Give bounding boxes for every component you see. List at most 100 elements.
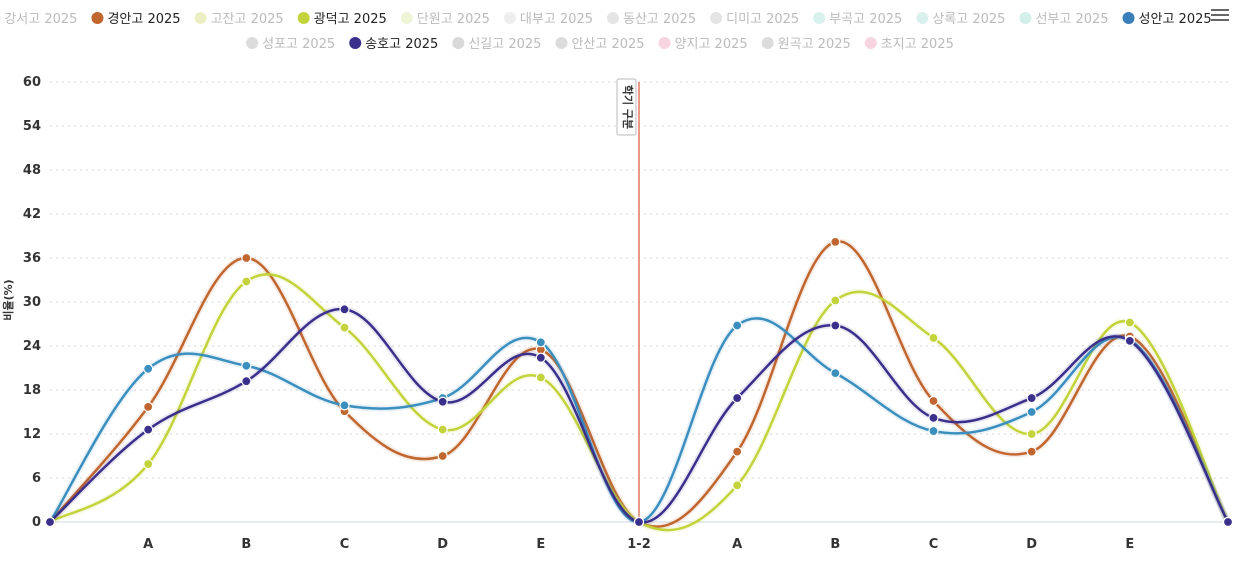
legend-item[interactable]: 강서고 2025: [0, 12, 77, 27]
legend: 강서고 2025 경안고 2025 고잔고 2025 광덕고 2025 단원고 2025…: [0, 12, 1212, 52]
legend-item[interactable]: 안산고 2025: [555, 37, 645, 52]
data-point: [633, 516, 645, 528]
y-tick-label: 42: [23, 207, 41, 222]
data-point: [535, 337, 546, 348]
data-point: [44, 516, 56, 528]
x-tick-label: B: [830, 537, 840, 552]
data-point: [143, 401, 154, 412]
data-point: [143, 363, 154, 374]
data-point: [830, 320, 841, 331]
data-point: [830, 295, 841, 306]
legend-item[interactable]: 성포고 2025: [246, 37, 335, 52]
data-point: [339, 322, 350, 333]
y-axis-title: 비율(%): [1, 279, 15, 320]
legend-item[interactable]: 동산고 2025: [607, 12, 696, 27]
legend-label: 성안고 2025: [1139, 12, 1212, 27]
legend-item[interactable]: 원곡고 2025: [761, 37, 851, 52]
y-tick-label: 30: [23, 295, 41, 310]
x-tick-label: C: [929, 537, 939, 552]
x-tick-label: C: [340, 537, 350, 552]
divider-label: 학기 구분: [621, 85, 635, 129]
y-tick-label: 48: [23, 163, 41, 178]
legend-item[interactable]: 고잔고 2025: [194, 12, 284, 27]
legend-item[interactable]: 광덕고 2025: [297, 12, 387, 27]
legend-item[interactable]: 양지고 2025: [658, 37, 748, 52]
legend-marker: [864, 37, 877, 49]
legend-label: 디미고 2025: [726, 12, 799, 27]
legend-label: 상록고 2025: [932, 12, 1005, 27]
legend-marker: [710, 12, 723, 24]
legend-item[interactable]: 부곡고 2025: [813, 12, 902, 27]
legend-label: 선부고 2025: [1035, 12, 1108, 27]
data-point: [339, 400, 350, 411]
legend-item[interactable]: 신길고 2025: [452, 37, 541, 52]
data-point: [437, 450, 448, 462]
data-point: [732, 392, 743, 404]
legend-label: 성포고 2025: [262, 37, 335, 52]
data-point: [1124, 317, 1135, 328]
legend-marker: [297, 12, 310, 24]
series-points: [44, 236, 1234, 528]
legend-marker: [813, 12, 826, 24]
legend-item[interactable]: 선부고 2025: [1019, 12, 1109, 27]
legend-label: 단원고 2025: [417, 12, 490, 27]
menu-line: [1211, 9, 1229, 11]
data-point: [928, 332, 939, 344]
legend-item[interactable]: 송호고 2025: [349, 37, 438, 52]
data-point: [732, 446, 743, 457]
data-point: [241, 360, 252, 371]
chart-menu-button[interactable]: [1208, 6, 1232, 26]
data-point: [928, 412, 939, 423]
legend-item[interactable]: 단원고 2025: [400, 12, 490, 27]
x-tick-label: B: [241, 537, 251, 552]
legend-marker: [400, 12, 413, 24]
legend-marker: [246, 37, 259, 49]
data-point: [1026, 406, 1037, 418]
data-point: [535, 372, 546, 383]
data-point: [1026, 392, 1037, 404]
legend-marker: [761, 37, 774, 49]
data-point: [732, 480, 743, 491]
data-point: [830, 236, 841, 247]
data-point: [143, 458, 154, 470]
x-tick-label: E: [1125, 537, 1134, 552]
divider-label-box: [616, 78, 637, 136]
data-point: [928, 425, 939, 437]
legend-marker: [91, 12, 104, 24]
legend-item[interactable]: 성안고 2025: [1122, 12, 1212, 27]
legend-label: 동산고 2025: [623, 12, 696, 27]
legend-item[interactable]: 디미고 2025: [710, 12, 799, 27]
data-point: [1222, 516, 1234, 528]
y-axis-ticks: 0 6 12 18 24 30 36 42 48 54 60: [23, 75, 41, 530]
legend-marker: [1122, 12, 1135, 24]
data-point: [928, 395, 939, 407]
data-point: [1026, 428, 1037, 440]
y-tick-label: 36: [23, 251, 41, 266]
x-tick-label: D: [1026, 537, 1037, 552]
legend-marker: [607, 12, 619, 24]
legend-label: 고잔고 2025: [211, 12, 284, 27]
legend-item[interactable]: 경안고 2025: [91, 12, 181, 27]
data-point: [241, 276, 252, 287]
legend-marker: [555, 37, 568, 49]
x-tick-label: D: [437, 537, 448, 552]
y-tick-label: 0: [32, 515, 41, 530]
y-tick-label: 54: [23, 119, 41, 134]
legend-item[interactable]: 상록고 2025: [916, 12, 1005, 27]
legend-item[interactable]: 초지고 2025: [864, 37, 954, 52]
legend-marker: [194, 12, 207, 24]
legend-label: 경안고 2025: [107, 12, 180, 27]
data-point: [535, 352, 546, 363]
legend-marker: [503, 12, 516, 24]
legend-label: 강서고 2025: [4, 12, 77, 27]
legend-marker: [658, 37, 671, 49]
data-point: [241, 376, 252, 387]
y-tick-label: 18: [23, 383, 41, 398]
data-point: [1026, 446, 1037, 457]
legend-item[interactable]: 대부고 2025: [503, 12, 593, 27]
data-point: [241, 252, 252, 264]
y-tick-label: 24: [23, 339, 41, 354]
x-tick-label: A: [143, 537, 153, 552]
data-point: [1124, 335, 1135, 346]
